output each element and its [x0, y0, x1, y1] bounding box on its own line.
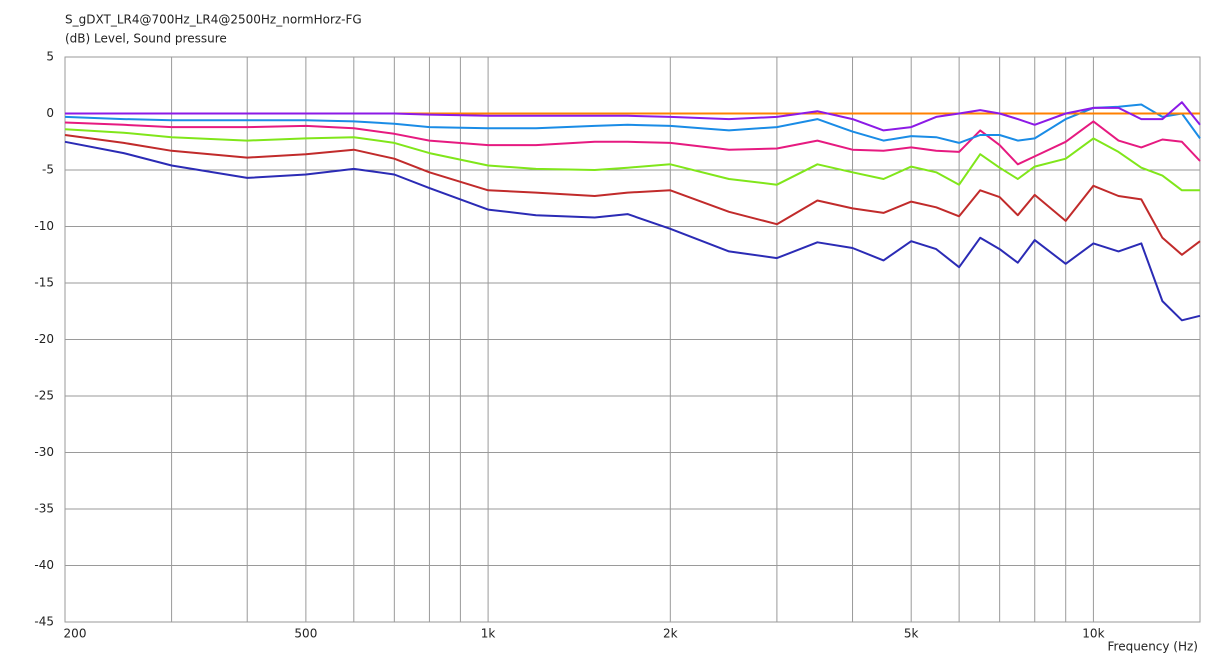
y-tick-label: 0	[46, 106, 54, 120]
x-tick-label: 5k	[904, 627, 919, 641]
y-axis-label: (dB) Level, Sound pressure	[65, 32, 227, 46]
series-line	[64, 120, 1201, 166]
series-line	[64, 128, 1200, 192]
x-tick-label: 200	[64, 627, 87, 641]
y-tick-label: 5	[46, 50, 54, 64]
y-tick-label: -15	[34, 276, 54, 290]
y-tick-label: -10	[34, 219, 54, 233]
y-tick-label: -25	[34, 389, 54, 403]
y-tick-label: -35	[34, 502, 54, 516]
y-tick-label: -30	[34, 445, 54, 459]
series-line	[64, 134, 1201, 256]
series-line	[65, 101, 1201, 132]
y-tick-label: -5	[42, 163, 54, 177]
x-tick-label: 1k	[481, 627, 496, 641]
x-tick-label: 10k	[1082, 627, 1104, 641]
y-tick-label: -20	[34, 332, 54, 346]
y-tick-label: -40	[34, 558, 54, 572]
x-tick-label: 500	[294, 627, 317, 641]
chart-title: S_gDXT_LR4@700Hz_LR4@2500Hz_normHorz-FG	[65, 13, 362, 27]
x-axis-label: Frequency (Hz)	[1108, 640, 1199, 654]
x-tick-label: 2k	[663, 627, 678, 641]
y-tick-label: -45	[34, 615, 54, 629]
series-line	[64, 140, 1201, 322]
